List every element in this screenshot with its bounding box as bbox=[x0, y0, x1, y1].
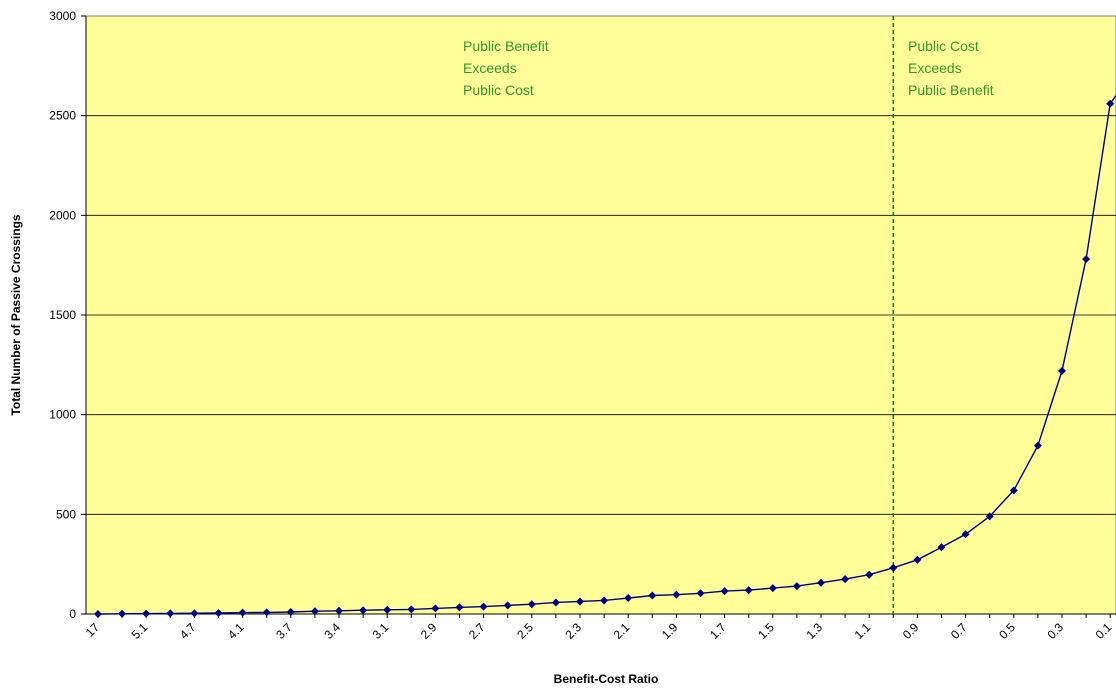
data-point bbox=[768, 584, 777, 593]
x-tick-label: 3.1 bbox=[370, 620, 392, 642]
x-tick-label: 2.7 bbox=[466, 620, 488, 642]
data-point bbox=[889, 563, 898, 572]
data-point bbox=[383, 605, 392, 614]
data-point bbox=[335, 606, 343, 615]
data-point bbox=[1082, 255, 1091, 264]
x-tick-label: 5.1 bbox=[129, 620, 151, 642]
data-point bbox=[1058, 366, 1066, 375]
annotation-cost-line-1: Public Cost bbox=[908, 38, 979, 54]
x-tick-label: 2.3 bbox=[562, 620, 584, 642]
x-axis-title: Benefit-Cost Ratio bbox=[554, 672, 659, 686]
data-point bbox=[551, 598, 560, 607]
annotation-cost-line-2: Exceeds bbox=[908, 60, 962, 76]
y-tick-label: 1500 bbox=[49, 308, 76, 322]
x-tick-label: 1.1 bbox=[852, 620, 874, 642]
data-point bbox=[841, 575, 850, 584]
y-tick-label: 0 bbox=[69, 607, 76, 621]
data-point bbox=[238, 608, 247, 617]
data-point bbox=[720, 587, 729, 596]
data-point bbox=[985, 512, 994, 521]
data-points bbox=[94, 99, 1115, 618]
data-point bbox=[696, 589, 705, 598]
data-point bbox=[937, 543, 946, 552]
data-point bbox=[1033, 441, 1042, 450]
y-tick-label: 1000 bbox=[49, 408, 76, 422]
data-point bbox=[527, 600, 536, 609]
y-tick-label: 2000 bbox=[49, 208, 76, 222]
data-point bbox=[1106, 99, 1115, 108]
data-point bbox=[455, 603, 464, 612]
data-point bbox=[359, 606, 368, 615]
data-point bbox=[744, 586, 753, 595]
data-point bbox=[817, 578, 825, 587]
y-axis-title: Total Number of Passive Crossings bbox=[9, 214, 23, 415]
data-point bbox=[865, 570, 874, 579]
data-point bbox=[407, 605, 416, 614]
data-point bbox=[624, 594, 633, 603]
data-point bbox=[190, 609, 199, 618]
x-tick-label: 1.5 bbox=[755, 620, 777, 642]
annotation-benefit-line-3: Public Cost bbox=[463, 82, 534, 98]
annotation-cost-line-3: Public Benefit bbox=[908, 82, 994, 98]
data-point bbox=[214, 609, 223, 618]
x-tick-label: 1.7 bbox=[707, 620, 729, 642]
data-point bbox=[431, 604, 440, 613]
data-point bbox=[262, 608, 271, 617]
x-tick-label: 1.9 bbox=[659, 620, 681, 642]
x-tick-label: 4.1 bbox=[225, 620, 247, 642]
y-tick-label: 3000 bbox=[49, 9, 76, 23]
data-point bbox=[792, 582, 801, 591]
x-tick-label: 2.1 bbox=[611, 620, 633, 642]
data-point bbox=[479, 602, 488, 611]
data-point bbox=[286, 608, 295, 617]
x-axis-ticks: 17 5.1 4.7 4.1 3.7 3.4 3.1 2.9 2.7 2.5 2.3 2.1 1.9 1.… bbox=[83, 614, 1115, 642]
x-tick-label: 17 bbox=[83, 620, 103, 640]
data-point bbox=[166, 609, 175, 618]
data-point bbox=[118, 609, 127, 618]
data-point bbox=[672, 590, 681, 599]
x-tick-label: 3.7 bbox=[273, 620, 295, 642]
x-tick-label: 2.5 bbox=[514, 620, 536, 642]
data-point bbox=[142, 609, 151, 618]
data-point bbox=[1009, 486, 1018, 495]
data-point bbox=[576, 597, 584, 606]
data-point bbox=[961, 530, 970, 539]
x-tick-label: 0.3 bbox=[1044, 620, 1066, 642]
data-point bbox=[310, 607, 319, 616]
x-tick-label: 0.7 bbox=[948, 620, 970, 642]
data-point bbox=[94, 610, 102, 618]
x-tick-label: 0.9 bbox=[900, 620, 922, 642]
x-tick-label: 0.5 bbox=[996, 620, 1018, 642]
y-axis-ticks: 0 500 1000 1500 2000 2500 3000 bbox=[49, 9, 86, 621]
x-tick-label: 4.7 bbox=[177, 620, 199, 642]
x-tick-label: 1.3 bbox=[803, 620, 825, 642]
y-tick-label: 500 bbox=[56, 507, 76, 521]
series-line bbox=[97, 94, 1116, 615]
x-tick-label: 2.9 bbox=[418, 620, 440, 642]
y-tick-label: 2500 bbox=[49, 109, 76, 123]
annotation-benefit-line-1: Public Benefit bbox=[463, 38, 549, 54]
x-tick-label: 0.1 bbox=[1093, 620, 1115, 642]
data-point bbox=[648, 591, 657, 600]
annotation-benefit-line-2: Exceeds bbox=[463, 60, 517, 76]
data-point bbox=[503, 601, 512, 610]
data-point bbox=[913, 555, 922, 564]
x-tick-label: 3.4 bbox=[321, 620, 343, 642]
data-point bbox=[600, 596, 609, 605]
